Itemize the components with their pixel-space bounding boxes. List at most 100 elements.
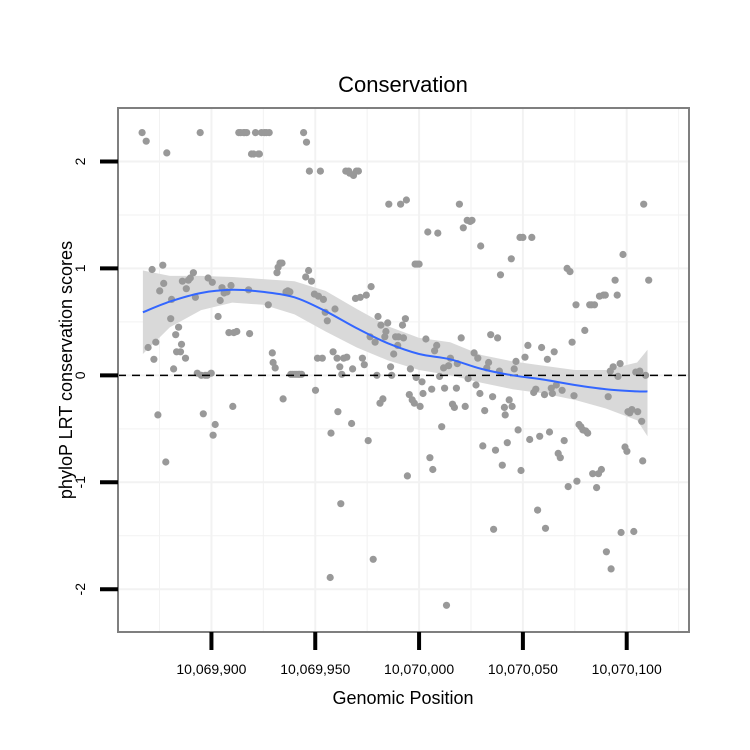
data-point [316,167,324,175]
data-point [181,354,190,362]
data-point [452,384,460,392]
data-point [508,402,516,410]
data-point [445,362,453,370]
data-point [429,465,437,474]
data-point [367,283,375,291]
data-point [319,295,327,303]
data-point [639,457,647,465]
data-point [613,291,621,299]
y-tick-label: 0 [72,371,88,379]
data-point [477,242,485,250]
data-point [597,465,606,474]
data-point [302,138,311,146]
data-point [398,321,407,329]
data-point [528,233,536,241]
data-point [298,370,306,378]
data-point [377,321,385,329]
data-point [186,274,194,282]
data-point [630,527,638,536]
data-point [227,281,235,290]
data-point [422,335,430,343]
data-point [403,472,411,480]
data-point [264,301,272,309]
data-point [566,268,574,276]
data-point [144,343,152,352]
data-point [406,365,414,373]
data-point [371,338,379,346]
data-point [589,470,597,478]
data-point [590,301,599,309]
x-tick-label: 10,069,900 [176,661,246,677]
data-point [196,129,204,137]
data-point [568,338,576,346]
data-point [233,327,241,336]
y-axis: 2 1 0 -1 -2 [72,157,118,595]
data-point [521,353,529,361]
data-point [229,402,237,410]
x-tick-label: 10,070,050 [488,661,558,677]
data-point [415,260,423,268]
data-point [302,273,310,281]
data-point [461,402,469,410]
data-point [286,288,294,296]
data-point [616,360,624,368]
data-point [607,565,615,573]
data-point [556,454,564,462]
data-point [428,385,436,393]
data-point [614,372,622,380]
data-point [138,129,146,137]
data-point [323,317,331,325]
data-point [640,200,648,208]
data-point [550,348,558,356]
data-point [455,200,463,208]
data-point [519,233,527,241]
data-point [534,506,542,514]
data-point [481,407,489,415]
data-point [225,329,233,337]
data-point [510,365,518,373]
data-point [552,381,560,389]
data-point [487,331,495,339]
data-point [178,277,186,285]
data-point [442,601,451,609]
data-point [476,389,484,398]
data-point [507,255,515,263]
data-point [474,354,482,362]
data-point [434,229,442,237]
data-point [189,269,197,277]
data-point [570,392,578,400]
data-point [209,431,217,439]
y-tick-label: -1 [72,476,88,489]
data-point [491,446,500,454]
data-point [581,326,589,334]
data-point [279,395,287,403]
y-axis-label: phyloP LRT conservation scores [56,241,76,499]
data-point [468,216,476,224]
data-point [450,403,458,411]
data-point [505,396,513,404]
data-point [384,319,392,327]
data-point [611,276,619,284]
data-point [459,224,467,232]
data-point [602,548,611,556]
data-point [358,354,366,362]
data-point [385,200,393,208]
data-point [349,365,357,373]
data-point [333,354,341,362]
y-tick-label: -2 [72,583,88,596]
data-point [634,408,642,416]
data-point [142,137,150,145]
data-point [278,259,286,267]
data-point [498,461,506,469]
data-point [154,411,162,419]
data-point [433,341,441,349]
data-point [501,411,509,419]
data-point [401,315,409,323]
data-point [387,363,395,371]
data-point [485,358,493,367]
data-point [163,149,171,157]
data-point [540,391,549,399]
data-point [619,250,627,259]
data-point [642,371,650,379]
data-point [464,375,472,383]
